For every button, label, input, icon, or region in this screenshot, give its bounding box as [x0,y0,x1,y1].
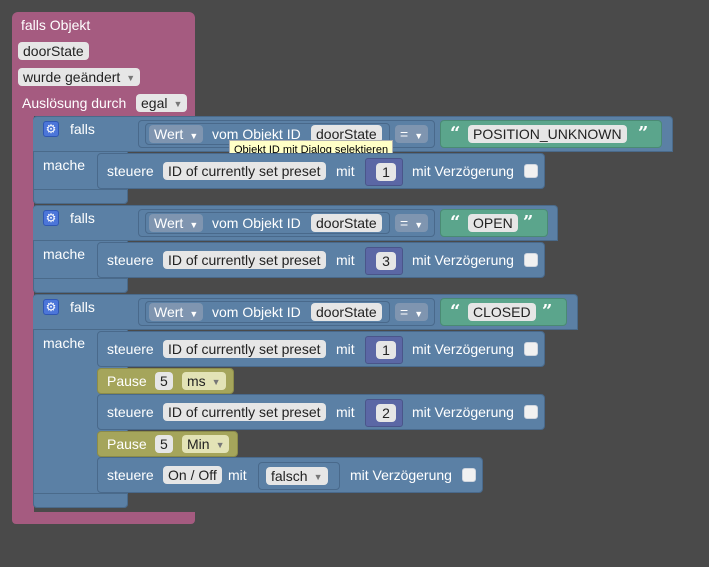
ausloesung-dropdown[interactable]: egal ▼ [136,94,188,112]
number-block[interactable]: 2 [365,399,403,427]
delay-checkbox[interactable] [524,164,538,178]
string-value[interactable]: OPEN [468,214,518,232]
wert-dropdown[interactable]: Wert ▼ [149,303,204,321]
object-id-field[interactable]: doorState [18,42,89,60]
chevron-down-icon: ▼ [173,99,183,109]
mit-verzoegerung-label: mit Verzögerung [350,467,452,483]
pause-unit-dropdown[interactable]: Min ▼ [182,435,230,453]
if-block-2-foot [33,278,128,293]
mit-label: mit [336,163,355,179]
number-block[interactable]: 1 [365,336,403,364]
object-id-field[interactable]: doorState [311,125,382,143]
object-id-field[interactable]: doorState [311,214,382,232]
gear-icon[interactable]: ⚙ [43,299,59,315]
boolean-dropdown[interactable]: falsch ▼ [266,467,328,485]
mache-label: mache [43,246,86,262]
mit-verzoegerung-label: mit Verzögerung [412,252,514,268]
chevron-down-icon: ▼ [189,309,199,319]
gear-icon[interactable]: ⚙ [43,121,59,137]
vom-objekt-label: vom Objekt ID [212,215,301,231]
mit-label: mit [336,252,355,268]
delay-checkbox[interactable] [524,342,538,356]
steuere-label: steuere [107,341,154,357]
mache-label: mache [43,157,86,173]
steuere-label: steuere [107,404,154,420]
falls-label: falls [70,121,95,137]
pause-label: Pause [107,436,147,452]
close-quote-icon: ” [523,212,534,233]
chevron-down-icon: ▼ [215,440,225,450]
chevron-down-icon: ▼ [313,472,323,482]
if-block-1-foot [33,189,128,204]
ausloesung-label: Auslösung durch [22,95,127,111]
pause-unit-dropdown[interactable]: ms ▼ [182,372,226,390]
mit-verzoegerung-label: mit Verzögerung [412,163,514,179]
number-value[interactable]: 1 [376,341,396,359]
chevron-down-icon: ▼ [414,309,424,319]
steuere-label: steuere [107,163,154,179]
number-block[interactable]: 3 [365,247,403,275]
operator-dropdown[interactable]: = ▼ [395,303,429,321]
number-value[interactable]: 1 [376,163,396,181]
chevron-down-icon: ▼ [414,131,424,141]
trigger-dropdown[interactable]: wurde geändert ▼ [18,68,141,86]
open-quote-icon: “ [450,301,461,322]
object-id-field[interactable]: doorState [311,303,382,321]
target-id-field[interactable]: ID of currently set preset [163,340,326,358]
target-id-field[interactable]: ID of currently set preset [163,403,326,421]
steuere-label: steuere [107,467,154,483]
if-block-3-foot [33,493,128,508]
number-value[interactable]: 3 [376,252,396,270]
string-value[interactable]: POSITION_UNKNOWN [468,125,627,143]
chevron-down-icon: ▼ [126,73,136,83]
operator-dropdown[interactable]: = ▼ [395,214,429,232]
pause-value[interactable]: 5 [155,435,173,453]
string-value[interactable]: CLOSED [468,303,536,321]
chevron-down-icon: ▼ [189,131,199,141]
wert-dropdown[interactable]: Wert ▼ [149,214,204,232]
pause-value[interactable]: 5 [155,372,173,390]
mit-label: mit [336,404,355,420]
delay-checkbox[interactable] [462,468,476,482]
target-id-field[interactable]: ID of currently set preset [163,251,326,269]
open-quote-icon: “ [450,212,461,233]
operator-dropdown[interactable]: = ▼ [395,125,429,143]
mit-label: mit [336,341,355,357]
target-id-field[interactable]: ID of currently set preset [163,162,326,180]
mit-label: mit [228,467,247,483]
falls-label: falls [70,210,95,226]
mit-verzoegerung-label: mit Verzögerung [412,404,514,420]
event-block-bottom [12,512,195,524]
delay-checkbox[interactable] [524,253,538,267]
mache-label: mache [43,335,86,351]
gear-icon[interactable]: ⚙ [43,210,59,226]
chevron-down-icon: ▼ [211,377,221,387]
event-title: falls Objekt [21,17,91,33]
event-block-spine [12,116,34,516]
chevron-down-icon: ▼ [414,220,424,230]
number-value[interactable]: 2 [376,404,396,422]
vom-objekt-label: vom Objekt ID [212,126,301,142]
close-quote-icon: ” [638,123,649,144]
mit-verzoegerung-label: mit Verzögerung [412,341,514,357]
wert-dropdown[interactable]: Wert ▼ [149,125,204,143]
steuere-label: steuere [107,252,154,268]
chevron-down-icon: ▼ [189,220,199,230]
delay-checkbox[interactable] [524,405,538,419]
pause-label: Pause [107,373,147,389]
target-id-field[interactable]: On / Off [163,466,222,484]
vom-objekt-label: vom Objekt ID [212,304,301,320]
number-block[interactable]: 1 [365,158,403,186]
close-quote-icon: ” [542,301,553,322]
falls-label: falls [70,299,95,315]
open-quote-icon: “ [450,123,461,144]
